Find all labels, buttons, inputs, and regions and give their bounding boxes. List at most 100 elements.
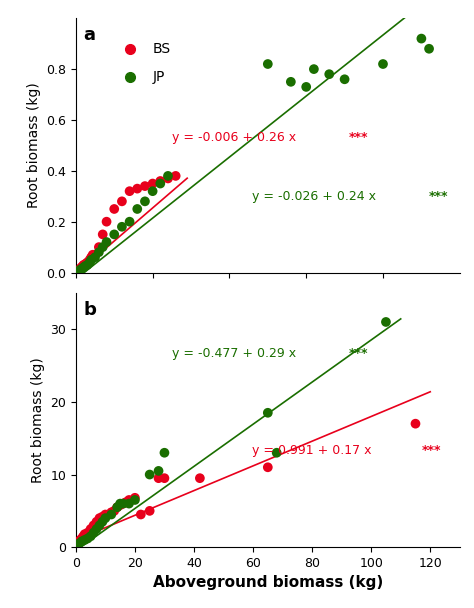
Point (87, 531, 94, 541)
Point (122, 497, 130, 507)
Point (83, 72, 91, 81)
Point (103, 217, 110, 227)
Point (116, 500, 124, 510)
Point (89, 250, 97, 260)
Point (126, 186, 133, 196)
Text: y = 0.991 + 0.17 x: y = 0.991 + 0.17 x (253, 444, 376, 457)
Point (83, 258, 91, 268)
X-axis label: Aboveground biomass (kg): Aboveground biomass (kg) (153, 576, 383, 590)
Point (137, 510, 145, 519)
Point (146, 469, 154, 479)
Point (103, 237, 110, 247)
Point (99, 242, 107, 252)
Point (156, 179, 164, 188)
Point (164, 174, 172, 184)
Point (91, 250, 99, 260)
Point (80, 260, 87, 270)
Point (149, 186, 156, 196)
Point (110, 204, 118, 214)
Point (155, 466, 162, 476)
Point (93, 524, 100, 534)
Point (84, 528, 91, 537)
Point (379, 59, 387, 69)
Point (83, 260, 91, 270)
Point (76, 535, 84, 545)
Point (161, 448, 168, 458)
Point (131, 495, 139, 505)
Point (80, 531, 87, 541)
Point (99, 512, 106, 522)
Point (77, 264, 84, 274)
Point (76, 265, 83, 275)
Point (78, 263, 86, 272)
Point (341, 74, 348, 84)
Point (156, 176, 164, 186)
Point (273, 448, 281, 458)
Point (86, 255, 93, 264)
Point (382, 317, 390, 327)
Y-axis label: Root biomass (kg): Root biomass (kg) (31, 357, 45, 483)
Point (108, 510, 115, 519)
Point (149, 179, 156, 188)
Point (134, 204, 141, 214)
Point (78, 264, 86, 274)
Point (287, 77, 295, 87)
Point (82, 259, 90, 269)
Text: BS: BS (153, 42, 171, 56)
Point (264, 59, 272, 69)
Point (118, 196, 126, 206)
Text: y = -0.006 + 0.26 x: y = -0.006 + 0.26 x (172, 131, 300, 144)
Point (264, 408, 272, 418)
Point (73, 540, 81, 550)
Point (95, 247, 103, 257)
Point (78, 536, 85, 546)
Point (108, 508, 115, 517)
Point (412, 419, 419, 429)
Point (81, 260, 89, 270)
Point (161, 473, 168, 483)
Point (196, 473, 204, 483)
Text: ***: *** (348, 347, 368, 361)
Text: y = -0.026 + 0.24 x: y = -0.026 + 0.24 x (253, 190, 381, 202)
Point (172, 171, 180, 181)
Point (80, 263, 87, 272)
Point (87, 524, 94, 534)
Text: ***: *** (421, 444, 441, 457)
Point (101, 510, 109, 519)
Text: JP: JP (153, 70, 165, 84)
Point (99, 230, 107, 240)
Point (75, 265, 82, 275)
Point (118, 222, 126, 232)
Point (418, 33, 425, 43)
Point (73, 539, 81, 548)
Point (126, 217, 133, 227)
Point (96, 520, 103, 530)
Point (425, 44, 433, 54)
Text: ***: *** (429, 190, 448, 202)
Point (141, 181, 149, 191)
Point (78, 534, 85, 544)
Point (79, 261, 87, 271)
Point (90, 520, 97, 530)
Point (264, 463, 272, 472)
Point (77, 263, 85, 272)
Point (110, 230, 118, 240)
Point (164, 171, 172, 181)
Point (90, 528, 97, 537)
Point (74, 266, 82, 276)
Point (134, 184, 141, 193)
Text: a: a (83, 26, 96, 44)
Point (131, 493, 139, 503)
Point (110, 506, 118, 516)
Point (119, 499, 127, 508)
Point (96, 513, 103, 523)
Point (76, 265, 83, 275)
Point (93, 517, 100, 527)
Point (86, 258, 93, 268)
Point (91, 252, 99, 262)
Y-axis label: Root biomass (kg): Root biomass (kg) (27, 83, 41, 209)
Point (326, 69, 333, 79)
Point (141, 196, 149, 206)
Point (116, 499, 124, 508)
Point (125, 499, 133, 508)
